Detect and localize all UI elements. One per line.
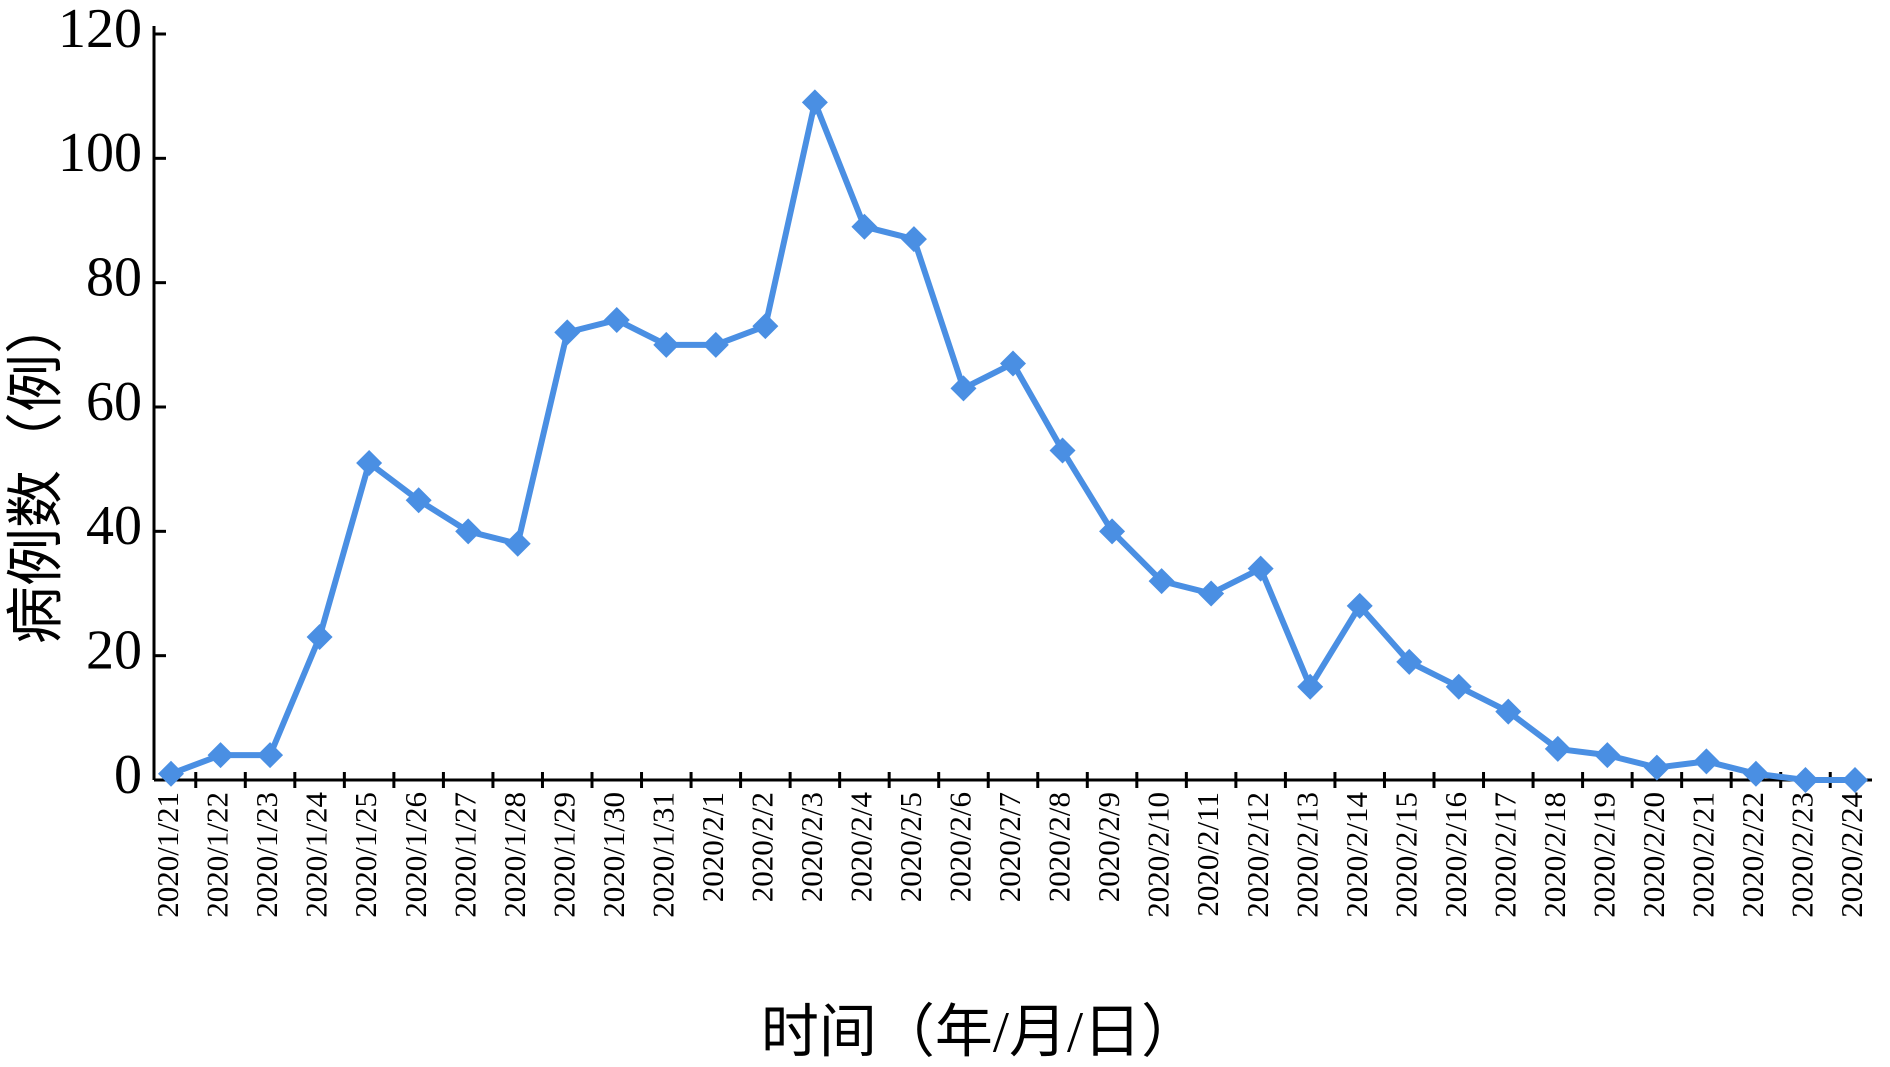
x-tick-label: 2020/1/31 [645, 792, 680, 918]
x-tick-label: 2020/2/5 [893, 792, 928, 902]
data-marker [306, 624, 333, 651]
x-tick-label: 2020/2/6 [943, 792, 978, 902]
x-tick-label: 2020/1/28 [497, 792, 532, 918]
x-tick-label: 2020/1/26 [398, 792, 433, 918]
data-marker [752, 313, 779, 340]
x-tick-label: 2020/2/10 [1141, 792, 1176, 918]
y-tick-label: 60 [86, 371, 142, 433]
x-tick-label: 2020/2/14 [1339, 792, 1374, 918]
x-tick-label: 2020/2/9 [1091, 792, 1126, 902]
data-marker [702, 331, 729, 358]
data-marker [504, 530, 531, 557]
x-tick-label: 2020/2/17 [1487, 792, 1522, 918]
x-tick-label: 2020/2/23 [1785, 792, 1820, 918]
x-tick-label: 2020/2/2 [744, 792, 779, 902]
data-marker [356, 449, 383, 476]
y-tick-label: 20 [86, 620, 142, 682]
y-tick-label: 120 [58, 0, 142, 60]
data-marker [851, 213, 878, 240]
x-tick-label: 2020/1/29 [546, 792, 581, 918]
x-tick-label: 2020/2/1 [695, 792, 730, 902]
data-marker [158, 760, 184, 787]
data-marker [207, 742, 234, 769]
data-marker [257, 742, 284, 769]
data-marker [950, 375, 977, 402]
x-tick-label: 2020/2/20 [1636, 792, 1671, 918]
x-tick-label: 2020/2/12 [1240, 792, 1275, 918]
x-tick-label: 2020/2/15 [1388, 792, 1423, 918]
y-tick-label: 80 [86, 247, 142, 309]
data-marker [1742, 760, 1769, 787]
data-marker [1049, 437, 1076, 464]
data-marker [1198, 580, 1225, 607]
x-tick-label: 2020/2/4 [844, 792, 879, 903]
x-tick-label: 2020/2/22 [1735, 792, 1770, 918]
x-tick-label: 2020/2/7 [992, 792, 1027, 902]
data-marker [1842, 767, 1868, 793]
x-tick-label: 2020/2/16 [1438, 792, 1473, 918]
y-tick-label: 0 [114, 744, 142, 806]
x-tick-label: 2020/1/30 [596, 792, 631, 918]
x-tick-label: 2020/1/27 [447, 792, 482, 918]
data-marker [1643, 754, 1670, 781]
data-marker [653, 331, 680, 358]
data-marker [1346, 592, 1373, 619]
y-tick-label: 40 [86, 495, 142, 557]
data-marker [1099, 518, 1126, 545]
data-marker [1396, 648, 1423, 675]
data-marker [554, 319, 581, 346]
data-marker [1544, 735, 1571, 762]
data-line [169, 99, 1855, 783]
data-marker [1495, 698, 1522, 725]
data-marker [603, 306, 630, 333]
x-tick-label: 2020/1/23 [249, 792, 284, 918]
x-tick-label: 2020/2/24 [1834, 792, 1869, 918]
x-tick-label: 2020/1/25 [348, 792, 383, 918]
x-tick-label: 2020/1/22 [200, 792, 235, 918]
data-marker [1445, 673, 1472, 700]
x-tick-label: 2020/2/21 [1686, 792, 1721, 918]
x-tick-label: 2020/2/19 [1586, 792, 1621, 918]
x-tick-label: 2020/1/21 [150, 792, 185, 918]
data-marker [900, 226, 927, 253]
data-marker [801, 89, 828, 116]
data-marker [1792, 767, 1819, 793]
y-axis-title: 病例数（例） [3, 296, 68, 644]
data-marker [1594, 742, 1621, 769]
y-tick-label: 100 [58, 122, 142, 184]
data-marker [455, 518, 482, 545]
x-tick-label: 2020/2/11 [1190, 792, 1225, 917]
x-axis-title: 时间（年/月/日） [761, 999, 1199, 1064]
x-tick-label: 2020/2/18 [1537, 792, 1572, 918]
x-tick-label: 2020/2/3 [794, 792, 829, 902]
data-marker [1148, 568, 1175, 595]
x-tick-label: 2020/2/13 [1289, 792, 1324, 918]
data-marker [1000, 350, 1026, 377]
data-marker [1247, 555, 1274, 582]
data-marker [1297, 673, 1324, 700]
x-tick-label: 2020/1/24 [299, 792, 334, 918]
data-marker [1693, 748, 1720, 775]
x-tick-label: 2020/2/8 [1042, 792, 1077, 902]
data-marker [405, 487, 432, 514]
